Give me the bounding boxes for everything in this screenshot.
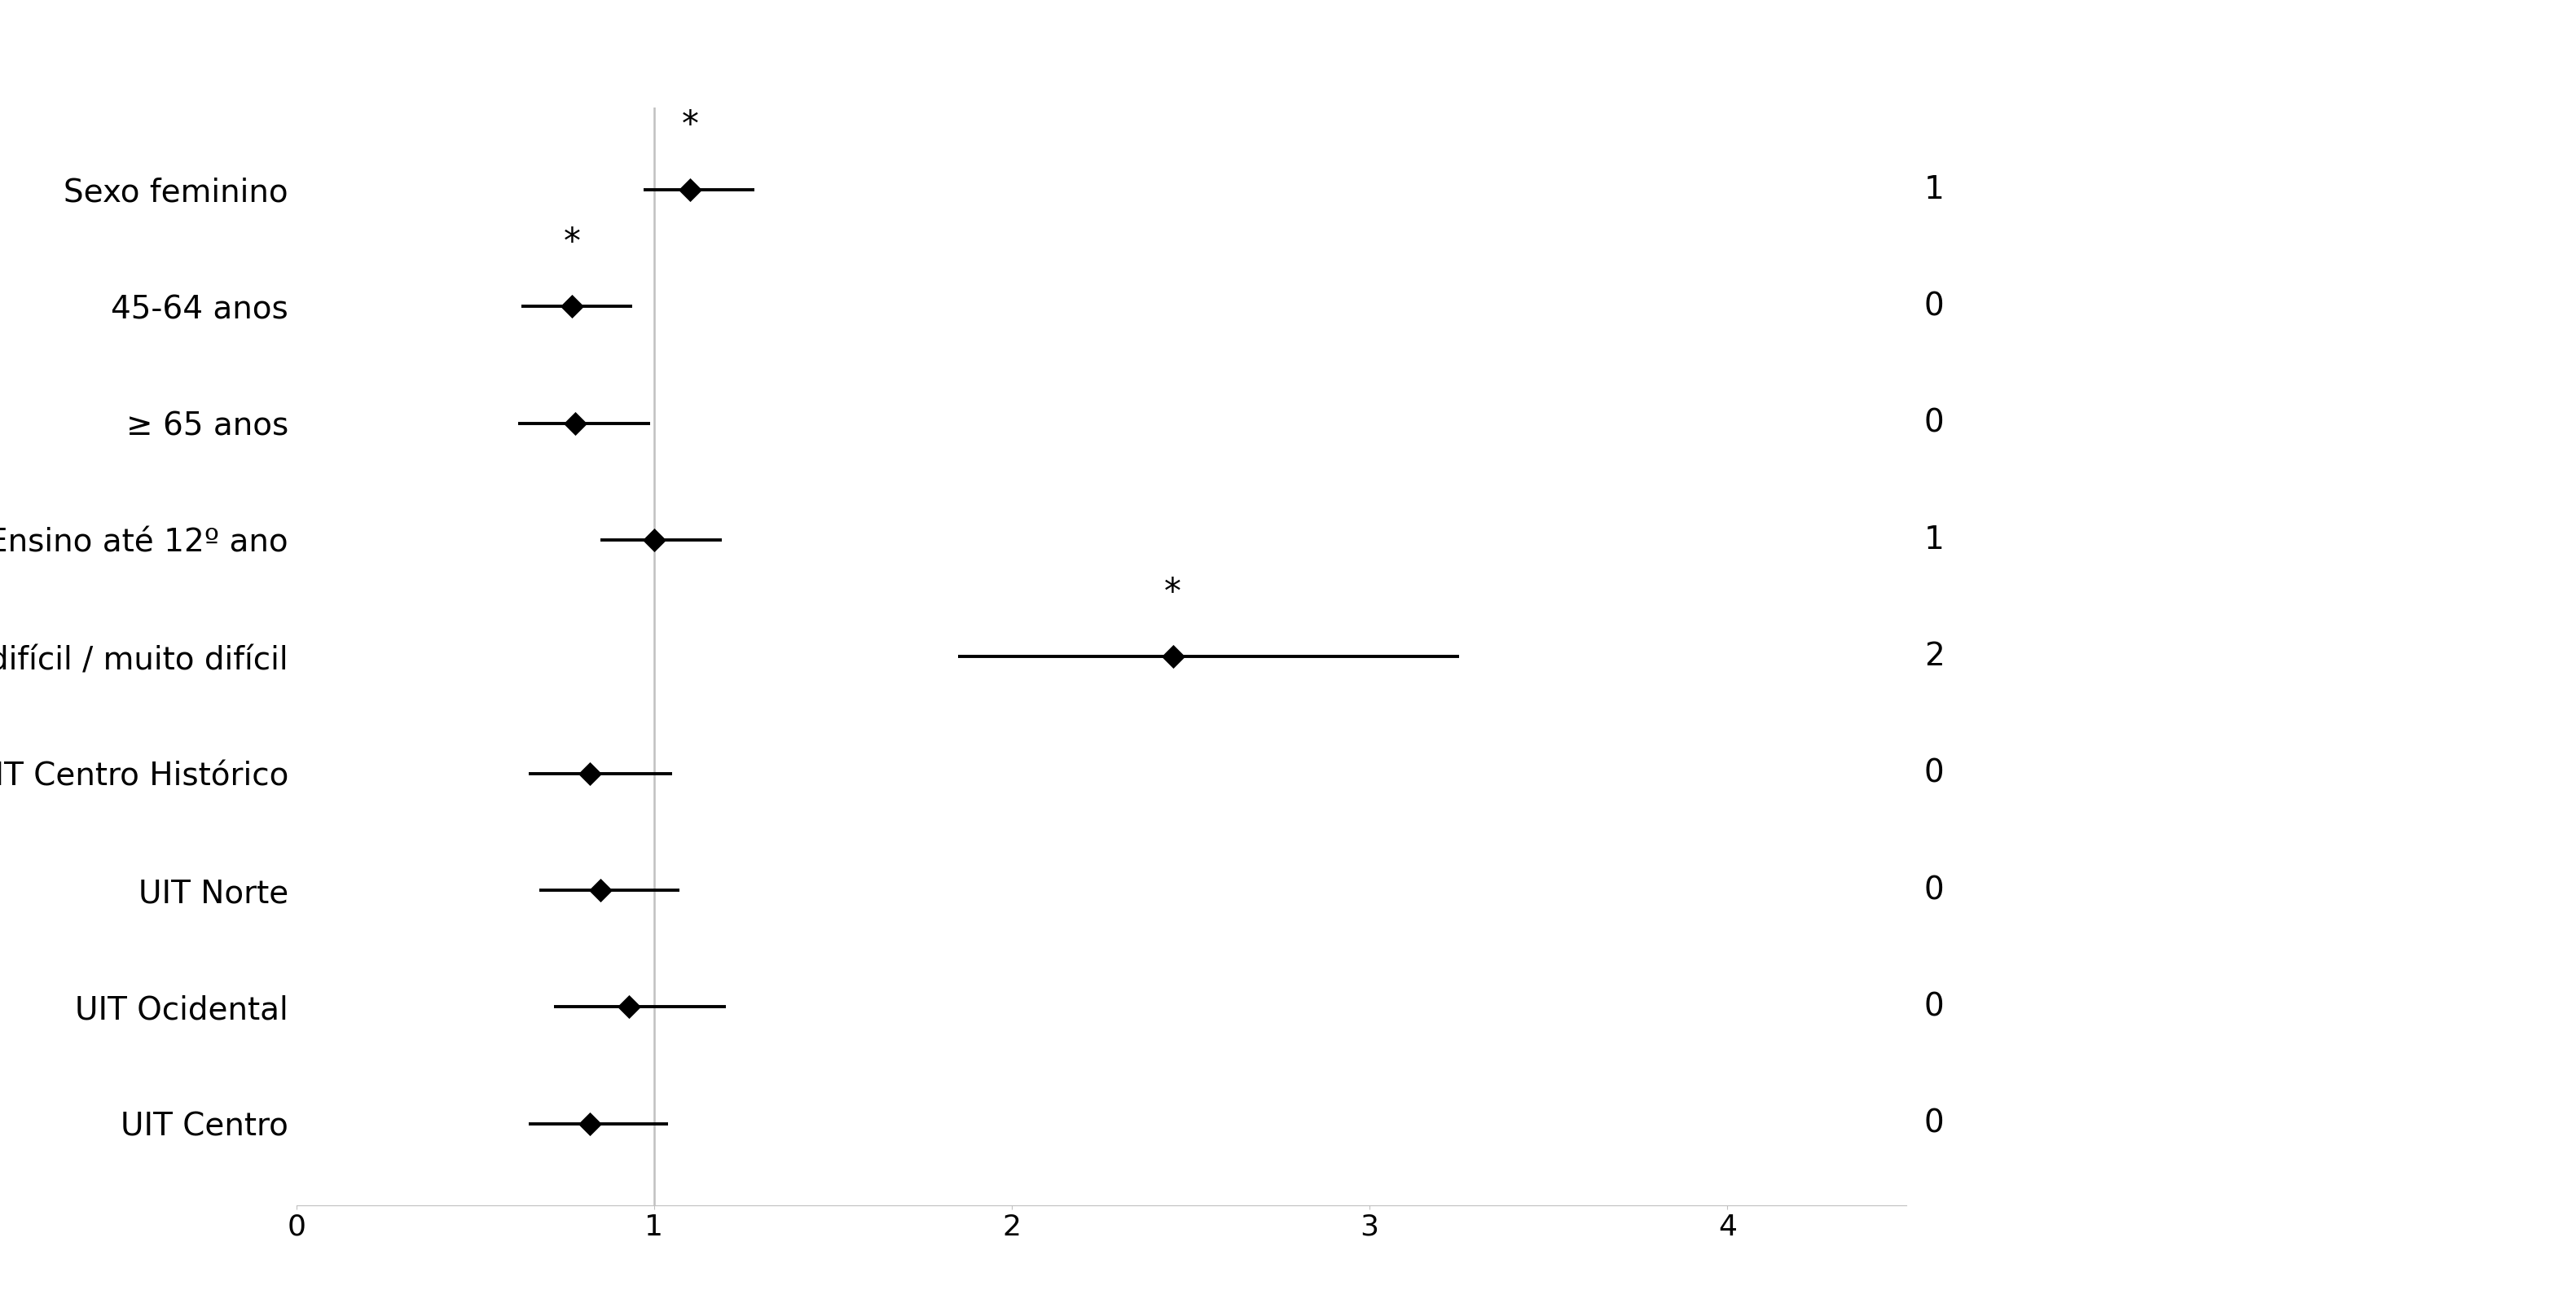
Point: [1151, 647, 1193, 668]
Text: 2: 2: [1924, 642, 1945, 672]
Text: *: *: [680, 109, 698, 143]
Text: 0: 0: [1924, 874, 1945, 905]
Point: [608, 996, 649, 1017]
Text: 1: 1: [1924, 525, 1945, 556]
Point: [551, 296, 592, 317]
Text: 0: 0: [1924, 291, 1945, 322]
Point: [569, 1113, 611, 1134]
Text: 0: 0: [1924, 757, 1945, 788]
Text: 0: 0: [1924, 1108, 1945, 1139]
Point: [634, 530, 675, 551]
Point: [554, 413, 595, 434]
Text: 0: 0: [1924, 991, 1945, 1022]
Text: *: *: [1164, 575, 1182, 611]
Text: *: *: [564, 226, 580, 260]
Text: 0: 0: [1924, 408, 1945, 439]
Point: [670, 179, 711, 200]
Text: 1: 1: [1924, 174, 1945, 205]
Point: [569, 763, 611, 783]
Point: [580, 879, 621, 900]
